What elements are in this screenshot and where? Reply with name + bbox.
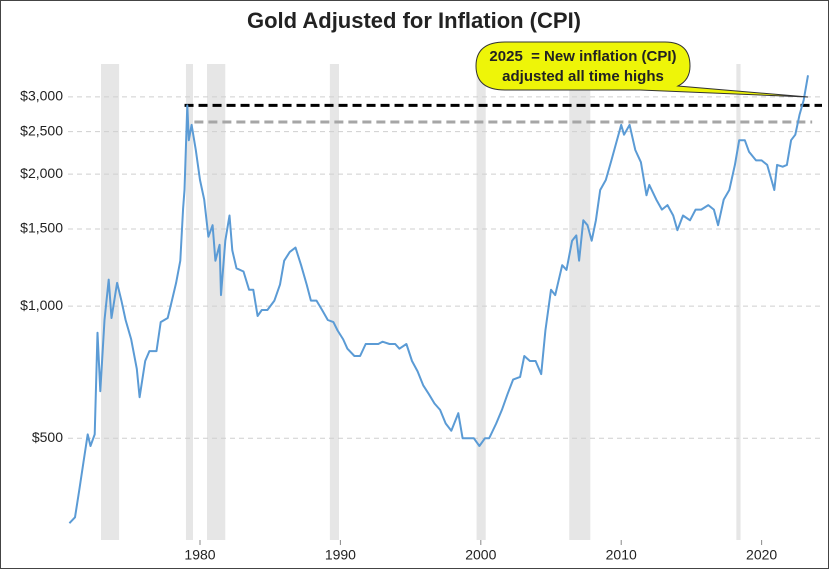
- annotation-text: 2025 = New inflation (CPI): [489, 48, 676, 65]
- shaded-period: [185, 64, 193, 540]
- y-tick-label: $3,000: [20, 88, 63, 104]
- shaded-period: [207, 64, 226, 540]
- shaded-period: [476, 64, 486, 540]
- y-tick-label: $2,500: [20, 122, 63, 138]
- x-tick-label: 2000: [465, 547, 496, 563]
- y-tick-label: $2,000: [20, 165, 63, 181]
- shaded-period: [329, 64, 339, 540]
- annotation-text: adjusted all time highs: [502, 68, 664, 85]
- y-tick-label: $1,000: [20, 297, 63, 313]
- shaded-period: [736, 64, 741, 540]
- y-tick-label: $1,500: [20, 220, 63, 236]
- x-tick-label: 2010: [606, 547, 637, 563]
- x-tick-label: 1980: [184, 547, 215, 563]
- y-tick-label: $500: [32, 429, 63, 445]
- x-tick-label: 1990: [325, 547, 356, 563]
- x-tick-label: 2020: [746, 547, 777, 563]
- chart-title: Gold Adjusted for Inflation (CPI): [247, 8, 581, 33]
- shaded-period: [569, 64, 591, 540]
- price-line: [68, 75, 809, 524]
- callout-bubble: [475, 41, 809, 98]
